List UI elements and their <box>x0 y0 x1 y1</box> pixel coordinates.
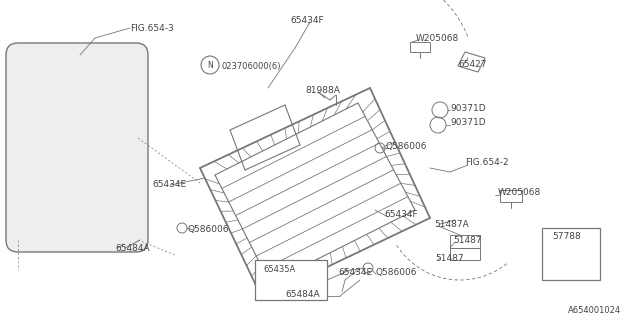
Text: 51487A: 51487A <box>434 220 468 229</box>
Text: 90371D: 90371D <box>450 118 486 127</box>
Text: 81988A: 81988A <box>305 86 340 95</box>
Text: 51487: 51487 <box>435 254 463 263</box>
Text: 65484A: 65484A <box>285 290 319 299</box>
Text: FIG.654-2: FIG.654-2 <box>465 158 509 167</box>
Text: 65434F: 65434F <box>384 210 418 219</box>
Text: 65484A: 65484A <box>115 244 150 253</box>
FancyBboxPatch shape <box>255 260 327 300</box>
Text: Q586006: Q586006 <box>375 268 417 277</box>
Text: 90371D: 90371D <box>450 104 486 113</box>
Text: A654001024: A654001024 <box>568 306 621 315</box>
Text: W205068: W205068 <box>416 34 460 43</box>
Text: 65427: 65427 <box>458 60 486 69</box>
Text: W205068: W205068 <box>498 188 541 197</box>
Text: FIG.654-3: FIG.654-3 <box>130 24 173 33</box>
Text: Q586006: Q586006 <box>386 142 428 151</box>
Text: N: N <box>207 60 213 69</box>
Text: 65435A: 65435A <box>263 265 295 274</box>
Text: Q586006: Q586006 <box>188 225 230 234</box>
Text: 65434F: 65434F <box>290 16 324 25</box>
Text: 65434E: 65434E <box>338 268 372 277</box>
Text: 57788: 57788 <box>552 232 580 241</box>
Text: 65434E: 65434E <box>152 180 186 189</box>
Text: 51487: 51487 <box>453 236 482 245</box>
Text: 023706000(6): 023706000(6) <box>222 62 282 71</box>
FancyBboxPatch shape <box>542 228 600 280</box>
FancyBboxPatch shape <box>6 43 148 252</box>
